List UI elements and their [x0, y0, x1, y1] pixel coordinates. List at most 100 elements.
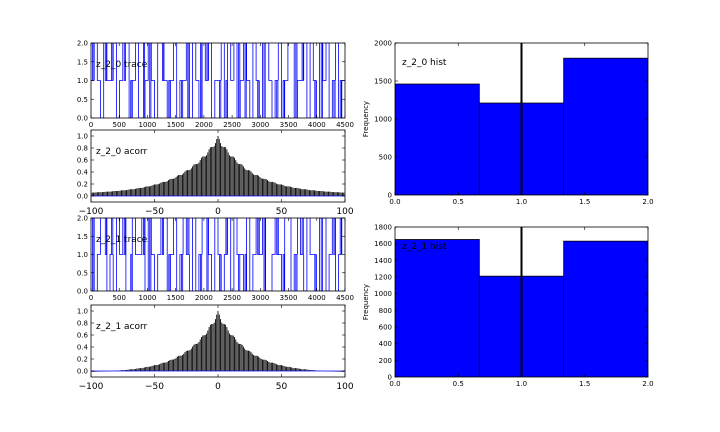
x-tick-label: 4500	[336, 121, 354, 129]
panel-z20acorr: −100 −50 0 50 100 0.0 0.2 0.4 0.6 0.8 1.0 z_2_0 aco…	[77, 129, 354, 217]
x-tick-label: 0.5	[453, 198, 464, 206]
y-tick-label: 1.0	[77, 77, 88, 85]
y-tick-label: 0.5	[77, 269, 88, 277]
y-tick-label: 0.2	[77, 181, 88, 189]
plot-area	[91, 43, 345, 118]
x-tick-label: 3000	[251, 121, 269, 129]
y-tick-label: 600	[379, 324, 392, 332]
x-tick-label: 0	[89, 121, 93, 129]
y-tick-label: 1500	[374, 78, 392, 86]
x-tick-label: 1.5	[579, 198, 590, 206]
y-tick-label: 0.0	[77, 193, 88, 201]
plot-area	[91, 311, 345, 372]
y-tick-label: 1200	[374, 274, 392, 282]
x-tick-label: 1000	[139, 294, 157, 302]
y-tick-label: 0.0	[77, 368, 88, 376]
y-tick-label: 1600	[374, 240, 392, 248]
plot-area	[91, 136, 345, 197]
panel-title: z_2_0 trace	[96, 60, 148, 70]
y-tick-label: 400	[379, 340, 392, 348]
hist-bar-2	[563, 57, 648, 195]
y-tick-label: 0.8	[77, 320, 88, 328]
y-tick-label: 0.0	[77, 288, 88, 296]
x-tick-label: −50	[145, 382, 164, 392]
x-tick-label: 2000	[195, 294, 213, 302]
y-tick-label: 1400	[374, 257, 392, 265]
y-tick-label: 200	[379, 357, 392, 365]
y-tick-label: 1000	[374, 116, 392, 124]
y-tick-label: 1800	[374, 224, 392, 232]
x-tick-label: 0.0	[389, 380, 400, 388]
plot-area	[395, 227, 648, 377]
plot-area	[395, 43, 648, 195]
trace-line	[91, 43, 345, 118]
panel-z21acorr: −100 −50 0 50 100 0.0 0.2 0.4 0.6 0.8 1.0 z_2_1 aco…	[77, 304, 354, 392]
x-tick-label: 100	[336, 382, 353, 392]
y-tick-label: 0.5	[77, 96, 88, 104]
x-tick-label: 0	[215, 382, 221, 392]
y-tick-label: 1000	[374, 290, 392, 298]
y-tick-label: 2000	[374, 40, 392, 48]
x-tick-label: 3500	[280, 294, 298, 302]
y-tick-label: 0.4	[77, 344, 89, 352]
x-tick-label: 0	[89, 294, 93, 302]
x-tick-label: 3500	[280, 121, 298, 129]
y-tick-label: 0.6	[77, 332, 89, 340]
y-tick-label: 0.8	[77, 145, 88, 153]
y-axis-label: Frequency	[362, 101, 370, 137]
trace-line	[91, 218, 345, 291]
y-tick-label: 1.0	[77, 251, 88, 259]
hist-bar-2	[563, 240, 648, 377]
x-tick-label: −100	[79, 207, 104, 217]
y-tick-label: 1.0	[77, 133, 88, 141]
y-tick-label: 0	[388, 192, 392, 200]
y-tick-label: 1.5	[77, 58, 88, 66]
y-tick-label: 0.0	[77, 115, 88, 123]
x-tick-label: 3000	[251, 294, 269, 302]
x-tick-label: 2500	[223, 294, 241, 302]
panel-z20hist: 0.0 0.5 1.0 1.5 2.0 0 500 1000 1500 2000 z_2_0 his…	[362, 40, 654, 207]
panel-title: z_2_0 hist	[402, 58, 447, 68]
hist-bar-0	[395, 83, 480, 195]
x-tick-label: 1.5	[579, 380, 590, 388]
y-tick-label: 0.6	[77, 157, 89, 165]
x-tick-label: 4000	[308, 294, 326, 302]
y-tick-label: 2.0	[77, 215, 88, 223]
x-tick-label: 1500	[167, 294, 185, 302]
y-axis-label: Frequency	[362, 284, 370, 320]
y-tick-label: 500	[379, 154, 392, 162]
x-tick-label: 0.0	[389, 198, 400, 206]
y-tick-label: 1.0	[77, 308, 88, 316]
x-tick-label: 4500	[336, 294, 354, 302]
x-tick-label: 1.0	[516, 380, 527, 388]
panel-title: z_2_0 acorr	[96, 147, 148, 157]
plot-area	[91, 218, 345, 291]
x-tick-label: 1000	[139, 121, 157, 129]
x-tick-label: −50	[145, 207, 164, 217]
x-tick-label: 50	[276, 207, 288, 217]
x-tick-label: 1.0	[516, 198, 527, 206]
x-tick-label: 4000	[308, 121, 326, 129]
y-tick-label: 2.0	[77, 40, 88, 48]
x-tick-label: 1500	[167, 121, 185, 129]
x-tick-label: 2500	[223, 121, 241, 129]
y-tick-label: 800	[379, 307, 392, 315]
y-tick-label: 0	[388, 374, 392, 382]
panel-z21hist: 0.0 0.5 1.0 1.5 2.0 0 200 400 600 800 1000 1200 1400…	[362, 224, 654, 389]
x-tick-label: 2000	[195, 121, 213, 129]
x-tick-label: 0.5	[453, 380, 464, 388]
panel-title: z_2_1 acorr	[96, 322, 148, 332]
x-tick-label: 100	[336, 207, 353, 217]
y-tick-label: 0.4	[77, 169, 89, 177]
hist-bar-0	[395, 239, 480, 377]
x-tick-label: 2.0	[642, 380, 653, 388]
y-tick-label: 1.5	[77, 233, 88, 241]
x-tick-label: −100	[79, 382, 104, 392]
y-tick-label: 0.2	[77, 356, 88, 364]
x-tick-label: 500	[113, 294, 126, 302]
panel-title: z_2_1 hist	[402, 242, 447, 252]
x-tick-label: 50	[276, 382, 288, 392]
panel-z20trace: 0 500 1000 1500 2000 2500 3000 3500 4000 4500 0.0 0…	[77, 40, 354, 130]
panel-z21trace: 0 500 1000 1500 2000 2500 3000 3500 4000 4500 0.0 0…	[77, 215, 354, 303]
